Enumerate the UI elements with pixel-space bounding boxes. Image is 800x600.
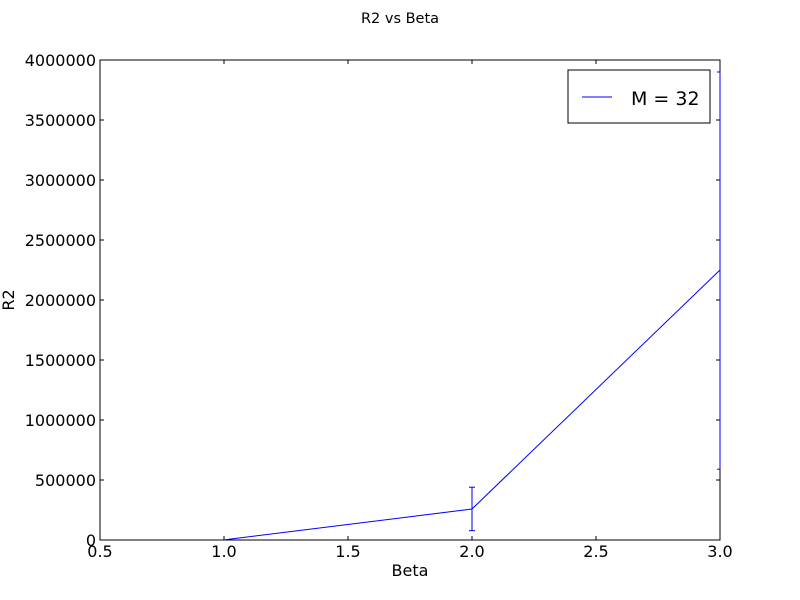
chart-title: R2 vs Beta (361, 11, 439, 27)
plot-area (99, 59, 721, 541)
y-tick-label: 1500000 (25, 351, 96, 370)
legend: M = 32 (567, 69, 711, 124)
y-ticks: 0 500000 1000000 1500000 2000000 2500000 30000… (25, 51, 720, 550)
x-tick-label: 1.0 (211, 542, 236, 561)
y-axis-label: R2 (0, 289, 18, 310)
y-tick-label: 2000000 (25, 291, 96, 310)
y-tick-label: 1000000 (25, 411, 96, 430)
legend-label-m32: M = 32 (631, 88, 700, 110)
series-layer (223, 71, 721, 541)
x-axis-label: Beta (392, 561, 429, 580)
x-tick-label: 0.5 (87, 542, 112, 561)
y-tick-label: 3500000 (25, 111, 96, 130)
x-tick-label: 1.5 (335, 542, 360, 561)
y-tick-label: 0 (86, 531, 96, 550)
x-tick-label: 3.0 (707, 542, 732, 561)
y-tick-label: 4000000 (25, 51, 96, 70)
x-tick-label: 2.0 (459, 542, 484, 561)
x-tick-label: 2.5 (583, 542, 608, 561)
y-tick-label: 2500000 (25, 231, 96, 250)
y-tick-label: 3000000 (25, 171, 96, 190)
x-ticks: 0.5 1.0 1.5 2.0 2.5 3.0 (87, 60, 733, 561)
y-tick-label: 500000 (35, 471, 96, 490)
